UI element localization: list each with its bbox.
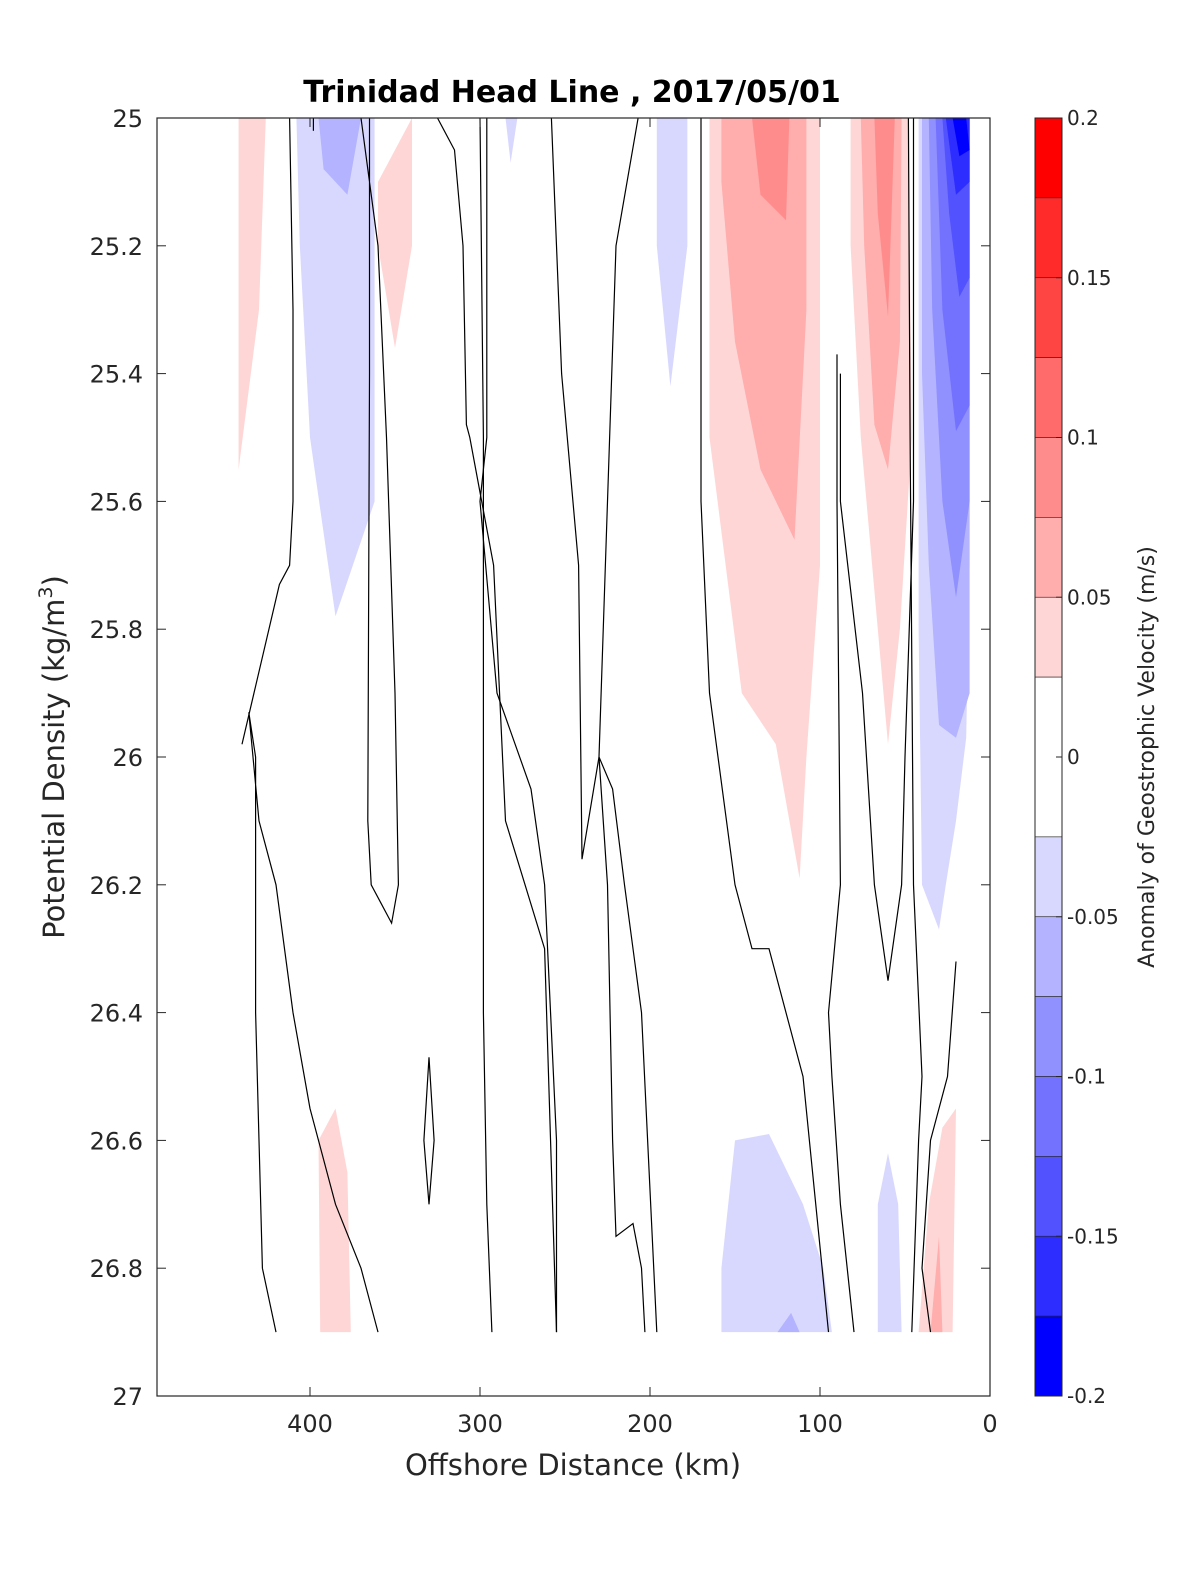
filled-region-neg-str4-coast [952, 118, 970, 157]
filled-region-neg-weak-60-deep [877, 1153, 902, 1333]
colorbar-band [1034, 1315, 1063, 1397]
colorbar-band [1034, 517, 1063, 598]
colorbar-tick-label: 0.2 [1067, 106, 1099, 130]
filled-region-pos-weak-390-deep [318, 1108, 351, 1333]
y-axis: 25 25.2 25.4 25.6 25.8 26 26.2 26.4 26.6 26.8 27 [90, 105, 990, 1411]
filled-region-pos-strong-130 [752, 118, 790, 221]
contour-lines [241, 117, 957, 1333]
y-tick-label: 25.2 [90, 233, 143, 261]
filled-region-pos-weak-30-deep [918, 1108, 956, 1333]
y-tick-label: 26.8 [90, 1255, 143, 1283]
filled-region-pos-strong-60 [874, 118, 895, 317]
colorbar-band [1034, 836, 1063, 918]
filled-contour-regions [238, 118, 970, 1333]
x-axis-label: Offshore Distance (km) [405, 1448, 741, 1482]
x-tick-label: 100 [797, 1410, 843, 1438]
colorbar-band [1034, 1235, 1063, 1317]
contour-line [550, 117, 639, 860]
y-axis-label-main: Potential Density (kg/m [37, 599, 71, 939]
y-tick-label: 25.8 [90, 616, 143, 644]
y-tick-label: 27 [112, 1383, 143, 1411]
contour-line [360, 117, 400, 925]
filled-region-neg-mid-390 [318, 118, 361, 195]
y-tick-label: 26.6 [90, 1127, 143, 1155]
filled-region-pos-mid-130 [721, 118, 807, 540]
colorbar-ticks: 0.2 0.15 0.1 0.05 0 -0.05 -0.1 -0.15 -0.2 [1056, 106, 1119, 1408]
contour-line [436, 117, 558, 1333]
colorbar-tick-label: -0.15 [1067, 1224, 1119, 1248]
y-tick-label: 26.2 [90, 872, 143, 900]
filled-region-neg-weak-120-deep [721, 1134, 832, 1333]
contour-line [248, 712, 379, 1333]
colorbar-tick-label: -0.05 [1067, 905, 1119, 929]
colorbar-tick-label: 0.05 [1067, 585, 1112, 609]
colorbar-label: Anomaly of Geostrophic Velocity (m/s) [1135, 546, 1160, 968]
chart-title: Trinidad Head Line , 2017/05/01 [303, 75, 840, 110]
filled-region-pos-weak-360 [378, 118, 412, 348]
contour-line [479, 118, 558, 1333]
contour-line [827, 354, 855, 1333]
x-tick-label: 300 [457, 1410, 503, 1438]
colorbar-band [1034, 996, 1063, 1077]
colorbar-band [1034, 117, 1063, 199]
colorbar-band [1034, 357, 1063, 438]
contour-line [241, 117, 294, 745]
filled-region-neg-mid-120-deep [777, 1312, 800, 1333]
y-axis-label: Potential Density (kg/m3) [35, 575, 71, 939]
y-tick-label: 25.6 [90, 488, 143, 516]
x-tick-label: 0 [982, 1410, 997, 1438]
y-axis-label-close: ) [37, 575, 71, 586]
y-tick-label: 26.4 [90, 1000, 143, 1028]
filled-region-neg-weak-390 [296, 118, 375, 617]
colorbar-tick-label: 0.15 [1067, 266, 1112, 290]
colorbar-band [1034, 277, 1063, 358]
contour-line [598, 756, 658, 1333]
filled-region-neg-weak-280 [505, 118, 518, 163]
y-tick-label: 25.4 [90, 361, 143, 389]
contour-line [907, 117, 923, 1333]
y-tick-label: 26 [112, 744, 143, 772]
x-axis: 400 300 200 100 0 [287, 118, 998, 1438]
y-tick-label: 25 [112, 105, 143, 133]
colorbar-tick-label: 0.1 [1067, 426, 1099, 450]
contour-line [479, 117, 493, 1333]
contour-line [700, 118, 830, 1333]
filled-region-pos-mid-30-deep [930, 1236, 943, 1333]
colorbar-tick-label: 0 [1067, 745, 1080, 769]
contour-line [921, 961, 957, 1333]
x-tick-label: 200 [627, 1410, 673, 1438]
filled-region-pos-weak-440 [238, 118, 266, 470]
contour-line [423, 1057, 435, 1205]
plot-area [157, 118, 990, 1396]
colorbar-band [1034, 916, 1063, 997]
colorbar-band [1034, 596, 1063, 678]
colorbar-tick-label: -0.2 [1067, 1384, 1106, 1408]
colorbar-band [1034, 437, 1063, 518]
colorbar-band [1034, 1076, 1063, 1157]
filled-region-neg-weak-190 [656, 118, 688, 387]
colorbar-band [1034, 1156, 1063, 1237]
y-axis-label-superscript: 3 [35, 586, 57, 598]
colorbar-band [1034, 197, 1063, 279]
colorbar-tick-label: -0.1 [1067, 1065, 1106, 1089]
x-tick-label: 400 [287, 1410, 333, 1438]
